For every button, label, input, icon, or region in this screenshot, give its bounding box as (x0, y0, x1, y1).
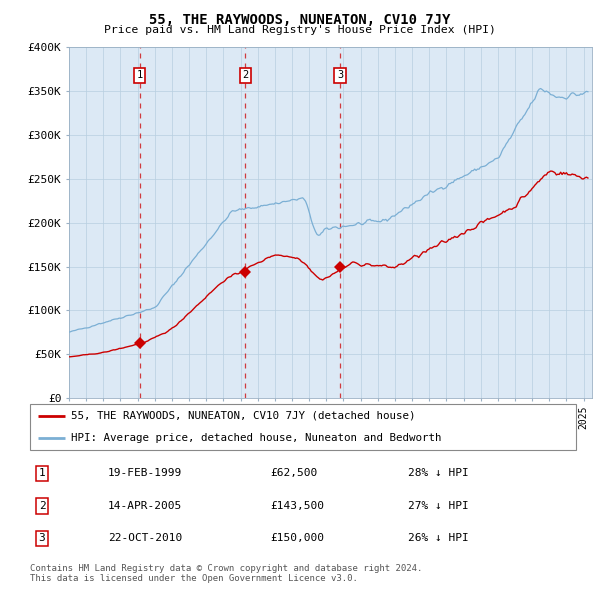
Text: Contains HM Land Registry data © Crown copyright and database right 2024.
This d: Contains HM Land Registry data © Crown c… (30, 563, 422, 583)
Text: 26% ↓ HPI: 26% ↓ HPI (408, 533, 469, 543)
Text: 1: 1 (38, 468, 46, 478)
Text: 1: 1 (137, 70, 143, 80)
Text: 3: 3 (337, 70, 343, 80)
Text: £150,000: £150,000 (270, 533, 324, 543)
Text: 55, THE RAYWOODS, NUNEATON, CV10 7JY (detached house): 55, THE RAYWOODS, NUNEATON, CV10 7JY (de… (71, 411, 415, 421)
Text: 55, THE RAYWOODS, NUNEATON, CV10 7JY: 55, THE RAYWOODS, NUNEATON, CV10 7JY (149, 13, 451, 27)
Text: 2: 2 (242, 70, 248, 80)
Text: 27% ↓ HPI: 27% ↓ HPI (408, 501, 469, 511)
Text: 28% ↓ HPI: 28% ↓ HPI (408, 468, 469, 478)
Text: £143,500: £143,500 (270, 501, 324, 511)
Text: Price paid vs. HM Land Registry's House Price Index (HPI): Price paid vs. HM Land Registry's House … (104, 25, 496, 35)
Text: £62,500: £62,500 (270, 468, 317, 478)
Text: 19-FEB-1999: 19-FEB-1999 (108, 468, 182, 478)
Text: HPI: Average price, detached house, Nuneaton and Bedworth: HPI: Average price, detached house, Nune… (71, 432, 442, 442)
Text: 14-APR-2005: 14-APR-2005 (108, 501, 182, 511)
FancyBboxPatch shape (30, 404, 576, 450)
Text: 2: 2 (38, 501, 46, 511)
Text: 22-OCT-2010: 22-OCT-2010 (108, 533, 182, 543)
Text: 3: 3 (38, 533, 46, 543)
